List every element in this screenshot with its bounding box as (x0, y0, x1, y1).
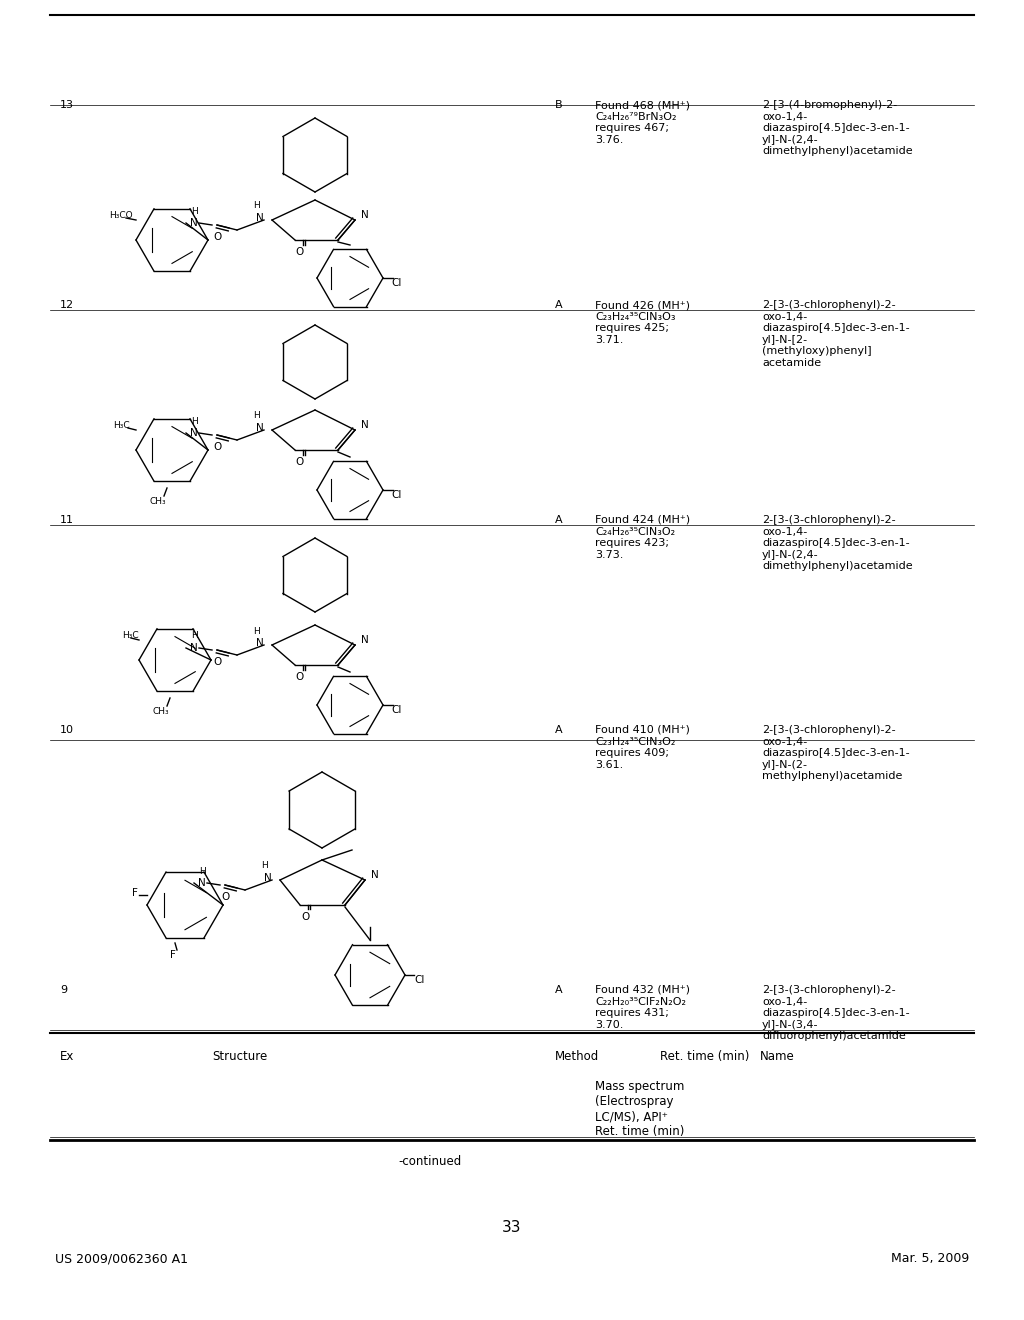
Text: 11: 11 (60, 515, 74, 525)
Text: 33: 33 (502, 1220, 522, 1236)
Text: 13: 13 (60, 100, 74, 110)
Text: 10: 10 (60, 725, 74, 735)
Text: O: O (296, 672, 304, 682)
Text: Cl: Cl (392, 490, 402, 500)
Text: Found 424 (MH⁺)
C₂₄H₂₆³⁵ClN₃O₂
requires 423;
3.73.: Found 424 (MH⁺) C₂₄H₂₆³⁵ClN₃O₂ requires … (595, 515, 690, 560)
Text: N: N (256, 422, 264, 433)
Text: H: H (253, 627, 259, 635)
Text: H₃CO: H₃CO (110, 210, 133, 219)
Text: Cl: Cl (392, 279, 402, 288)
Text: H: H (190, 417, 198, 425)
Text: US 2009/0062360 A1: US 2009/0062360 A1 (55, 1251, 188, 1265)
Text: 2-[3-(3-chlorophenyl)-2-
oxo-1,4-
diazaspiro[4.5]dec-3-en-1-
yl]-N-(3,4-
difluor: 2-[3-(3-chlorophenyl)-2- oxo-1,4- diazas… (762, 985, 909, 1041)
Text: Found 432 (MH⁺)
C₂₂H₂₀³⁵ClF₂N₂O₂
requires 431;
3.70.: Found 432 (MH⁺) C₂₂H₂₀³⁵ClF₂N₂O₂ require… (595, 985, 690, 1030)
Text: A: A (555, 985, 562, 995)
Text: Mass spectrum
(Electrospray
LC/MS), API⁺
Ret. time (min): Mass spectrum (Electrospray LC/MS), API⁺… (595, 1080, 684, 1138)
Text: H: H (253, 202, 259, 210)
Text: CH₃: CH₃ (153, 706, 169, 715)
Text: O: O (221, 892, 229, 902)
Text: O: O (213, 442, 221, 451)
Text: Method: Method (555, 1049, 599, 1063)
Text: F: F (170, 950, 176, 960)
Text: -continued: -continued (398, 1155, 462, 1168)
Text: H: H (253, 412, 259, 421)
Text: N: N (264, 873, 272, 883)
Text: Ex: Ex (60, 1049, 75, 1063)
Text: O: O (213, 657, 221, 667)
Text: Mar. 5, 2009: Mar. 5, 2009 (891, 1251, 969, 1265)
Text: Cl: Cl (392, 705, 402, 715)
Text: A: A (555, 725, 562, 735)
Text: N: N (256, 638, 264, 648)
Text: B: B (555, 100, 562, 110)
Text: N: N (371, 870, 379, 880)
Text: Found 468 (MH⁺)
C₂₄H₂₆⁷⁹BrN₃O₂
requires 467;
3.76.: Found 468 (MH⁺) C₂₄H₂₆⁷⁹BrN₃O₂ requires … (595, 100, 690, 145)
Text: H: H (190, 631, 198, 640)
Text: O: O (296, 247, 304, 257)
Text: O: O (213, 232, 221, 242)
Text: CH₃: CH₃ (150, 496, 166, 506)
Text: 9: 9 (60, 985, 68, 995)
Text: 2-[3-(3-chlorophenyl)-2-
oxo-1,4-
diazaspiro[4.5]dec-3-en-1-
yl]-N-(2-
methylphe: 2-[3-(3-chlorophenyl)-2- oxo-1,4- diazas… (762, 725, 909, 781)
Text: N: N (361, 635, 369, 645)
Text: Cl: Cl (415, 975, 425, 985)
Text: H: H (190, 206, 198, 215)
Text: Ret. time (min): Ret. time (min) (660, 1049, 750, 1063)
Text: 2-[3-(3-chlorophenyl)-2-
oxo-1,4-
diazaspiro[4.5]dec-3-en-1-
yl]-N-(2,4-
dimethy: 2-[3-(3-chlorophenyl)-2- oxo-1,4- diazas… (762, 515, 912, 572)
Text: A: A (555, 515, 562, 525)
Text: O: O (301, 912, 309, 921)
Text: N: N (361, 420, 369, 430)
Text: 2-[3-(4-bromophenyl)-2-
oxo-1,4-
diazaspiro[4.5]dec-3-en-1-
yl]-N-(2,4-
dimethyl: 2-[3-(4-bromophenyl)-2- oxo-1,4- diazasp… (762, 100, 912, 156)
Text: H: H (261, 862, 267, 870)
Text: H₃C: H₃C (113, 421, 129, 429)
Text: H₃C: H₃C (122, 631, 138, 639)
Text: N: N (190, 428, 198, 438)
Text: N: N (190, 218, 198, 228)
Text: Name: Name (760, 1049, 795, 1063)
Text: N: N (256, 213, 264, 223)
Text: O: O (296, 457, 304, 467)
Text: 2-[3-(3-chlorophenyl)-2-
oxo-1,4-
diazaspiro[4.5]dec-3-en-1-
yl]-N-[2-
(methylox: 2-[3-(3-chlorophenyl)-2- oxo-1,4- diazas… (762, 300, 909, 368)
Text: N: N (190, 643, 198, 653)
Text: 12: 12 (60, 300, 74, 310)
Text: N: N (361, 210, 369, 220)
Text: Found 410 (MH⁺)
C₂₃H₂₄³⁵ClN₃O₂
requires 409;
3.61.: Found 410 (MH⁺) C₂₃H₂₄³⁵ClN₃O₂ requires … (595, 725, 690, 770)
Text: A: A (555, 300, 562, 310)
Text: Structure: Structure (212, 1049, 267, 1063)
Text: Found 426 (MH⁺)
C₂₃H₂₄³⁵ClN₃O₃
requires 425;
3.71.: Found 426 (MH⁺) C₂₃H₂₄³⁵ClN₃O₃ requires … (595, 300, 690, 345)
Text: H: H (199, 866, 206, 875)
Text: N: N (198, 878, 206, 888)
Text: F: F (132, 888, 138, 898)
